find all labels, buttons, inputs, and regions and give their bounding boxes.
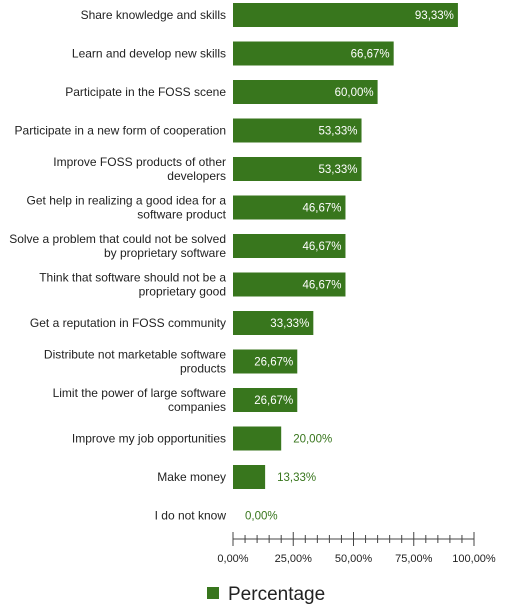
category-label: Make money xyxy=(157,470,226,484)
value-label: 26,67% xyxy=(254,357,293,369)
category-label: Participate in a new form of cooperation xyxy=(15,124,226,138)
legend: Percentage xyxy=(207,584,325,605)
value-label: 66,67% xyxy=(351,49,390,61)
category-labels: Share knowledge and skills Learn and deve… xyxy=(9,8,226,523)
category-label: Get a reputation in FOSS community xyxy=(30,316,226,330)
legend-label: Percentage xyxy=(228,584,325,605)
value-label: 93,33% xyxy=(415,10,454,22)
legend-swatch xyxy=(207,587,219,599)
category-label: Participate in the FOSS scene xyxy=(65,85,226,99)
bar xyxy=(233,3,458,27)
bar xyxy=(233,426,282,451)
category-label: Think that software should not be a propr… xyxy=(39,271,226,299)
bar xyxy=(233,388,298,412)
value-label: 46,67% xyxy=(302,280,341,292)
value-label: 26,67% xyxy=(254,395,293,407)
x-tick-label: 0,00% xyxy=(217,553,248,565)
value-label: 46,67% xyxy=(302,241,341,253)
category-label: Limit the power of large software compani… xyxy=(53,386,227,414)
bar xyxy=(233,195,346,220)
bar xyxy=(233,234,346,258)
x-tick-label: 100,00% xyxy=(452,553,496,565)
bar xyxy=(233,80,378,104)
category-label: I do not know xyxy=(155,509,227,523)
value-label: 46,67% xyxy=(302,203,341,215)
category-label: Distribute not marketable software produc… xyxy=(44,348,226,376)
x-axis: 0,00% 25,00% 50,00% 75,00% 100,00% xyxy=(217,532,496,565)
bar xyxy=(233,118,362,143)
category-label: Learn and develop new skills xyxy=(72,47,226,61)
x-tick-label: 75,00% xyxy=(395,553,433,565)
value-label: 20,00% xyxy=(293,434,332,446)
bar xyxy=(233,465,266,489)
value-label: 53,33% xyxy=(319,126,358,138)
bar xyxy=(233,41,394,66)
bar xyxy=(233,272,346,297)
x-tick-label: 25,00% xyxy=(275,553,313,565)
bars xyxy=(233,3,458,489)
value-label: 33,33% xyxy=(270,318,309,330)
category-label: Share knowledge and skills xyxy=(81,8,226,22)
value-label: 60,00% xyxy=(335,87,374,99)
value-label: 13,33% xyxy=(277,472,316,484)
bar xyxy=(233,311,314,335)
category-label: Improve my job opportunities xyxy=(72,432,226,446)
value-label: 53,33% xyxy=(319,164,358,176)
category-label: Solve a problem that could not be solved… xyxy=(9,232,226,260)
value-labels: 93,33% 66,67% 60,00% 53,33% 53,33% 46,67% 46,6… xyxy=(245,10,454,523)
bar xyxy=(233,349,298,374)
value-label: 0,00% xyxy=(245,511,278,523)
bar xyxy=(233,157,362,181)
x-tick-label: 50,00% xyxy=(335,553,373,565)
category-label: Improve FOSS products of other developers xyxy=(53,155,226,183)
